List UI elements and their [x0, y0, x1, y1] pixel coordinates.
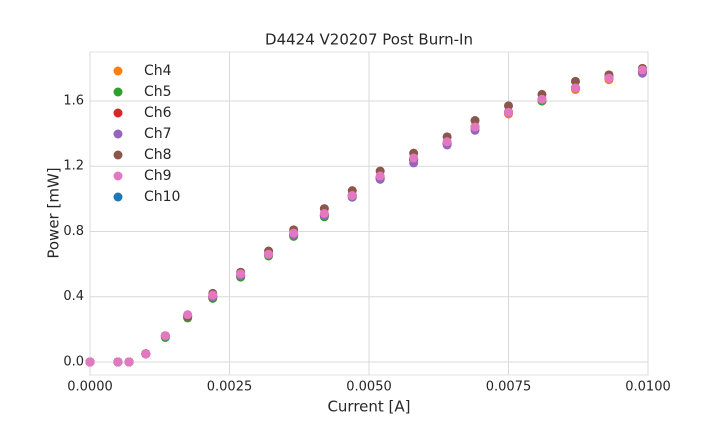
legend-marker: [113, 87, 123, 97]
data-point: [208, 290, 218, 300]
y-axis-label: Power [mW]: [45, 167, 63, 258]
data-point: [113, 357, 123, 367]
data-point: [504, 101, 513, 111]
legend-label: Ch10: [144, 189, 180, 205]
data-point: [537, 94, 547, 104]
y-tick-label: 1.2: [63, 159, 84, 174]
data-point: [442, 137, 452, 147]
data-point: [141, 349, 151, 359]
x-tick-label: 0.0075: [486, 380, 532, 395]
legend-marker: [113, 66, 123, 76]
y-tick-label: 1.6: [63, 93, 84, 108]
x-tick-label: 0.0025: [207, 380, 253, 395]
data-point: [319, 209, 329, 218]
x-tick-label: 0.0100: [625, 380, 671, 395]
y-tick-label: 0.0: [63, 354, 84, 369]
legend-marker: [113, 129, 123, 139]
data-point: [470, 122, 480, 132]
legend-marker: [113, 192, 123, 202]
data-point: [160, 331, 170, 341]
data-point: [470, 116, 480, 126]
legend-label: Ch5: [144, 84, 172, 100]
data-point: [504, 107, 513, 117]
data-point: [347, 191, 357, 201]
data-point: [236, 269, 246, 279]
legend-label: Ch8: [144, 147, 172, 163]
data-point: [637, 65, 647, 75]
x-axis-label: Current [A]: [327, 398, 410, 416]
data-point: [183, 310, 193, 320]
legend-label: Ch6: [144, 105, 172, 121]
data-point: [264, 249, 274, 259]
data-point: [409, 153, 419, 163]
legend-label: Ch4: [144, 63, 172, 79]
data-point: [85, 357, 95, 367]
data-point: [604, 73, 614, 83]
y-tick-label: 0.8: [63, 224, 84, 239]
y-tick-label: 0.4: [63, 289, 84, 304]
data-point: [289, 228, 299, 238]
legend-label: Ch9: [144, 168, 172, 184]
x-tick-label: 0.0050: [346, 380, 392, 395]
chart-title: D4424 V20207 Post Burn-In: [265, 31, 473, 49]
x-tick-label: 0.0000: [67, 380, 113, 395]
legend-marker: [113, 150, 123, 160]
data-point: [124, 357, 134, 367]
legend-marker: [113, 108, 123, 118]
legend-label: Ch7: [144, 126, 172, 142]
data-point: [570, 83, 580, 93]
data-point: [375, 171, 385, 181]
data-point: [570, 76, 580, 86]
legend-marker: [113, 171, 123, 181]
